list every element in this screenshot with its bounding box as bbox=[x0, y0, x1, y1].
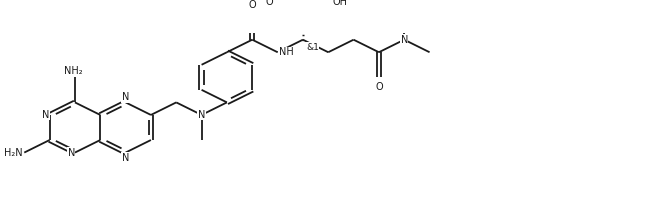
Text: O: O bbox=[248, 0, 256, 10]
Text: N: N bbox=[400, 35, 408, 45]
Text: NH₂: NH₂ bbox=[64, 66, 83, 76]
Text: N: N bbox=[42, 110, 49, 120]
Text: N: N bbox=[198, 110, 205, 120]
Text: N: N bbox=[122, 152, 129, 163]
Text: O: O bbox=[375, 82, 383, 92]
Text: H₂N: H₂N bbox=[4, 148, 22, 158]
Text: NH: NH bbox=[279, 47, 293, 57]
Text: OH: OH bbox=[332, 0, 347, 7]
Text: N: N bbox=[122, 92, 129, 102]
Text: N: N bbox=[68, 148, 75, 158]
Text: O: O bbox=[266, 0, 274, 7]
Text: &1: &1 bbox=[306, 43, 318, 52]
